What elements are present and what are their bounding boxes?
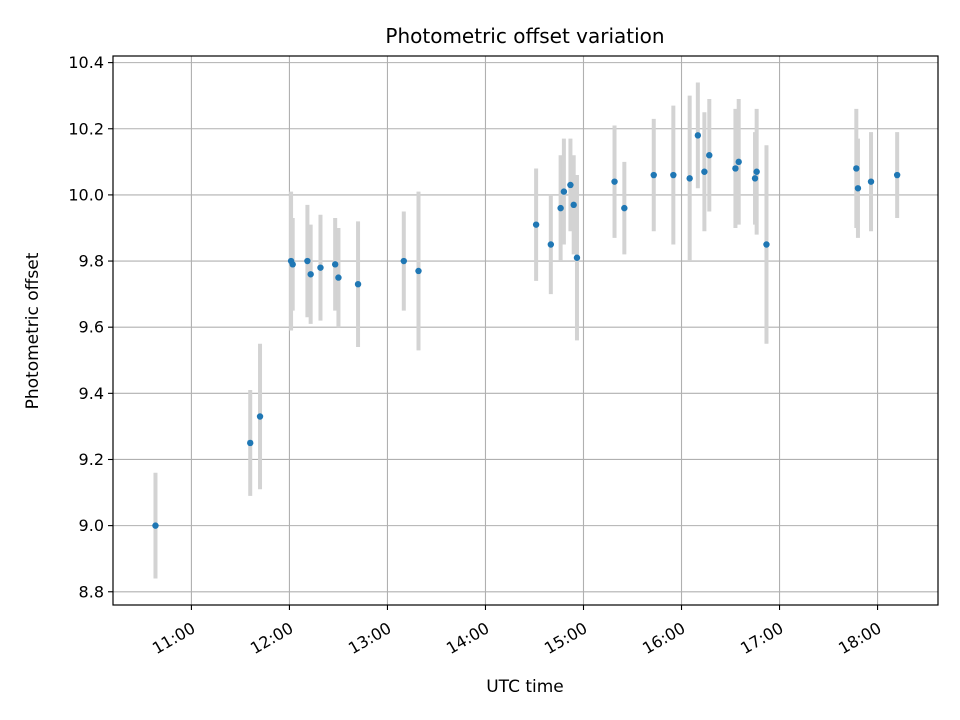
data-point xyxy=(532,221,540,228)
y-axis-ticks: 8.8 9.0 9.2 9.4 9.6 9.8 10.0 10.2 10.4 xyxy=(68,53,113,601)
y-tick-label: 10.0 xyxy=(68,185,104,204)
y-tick-label: 9.6 xyxy=(79,318,104,337)
y-tick-label: 9.2 xyxy=(79,450,104,469)
data-point xyxy=(289,261,296,268)
data-point xyxy=(650,171,657,179)
chart-title: Photometric offset variation xyxy=(385,24,664,48)
y-tick-label: 10.4 xyxy=(68,53,104,72)
y-tick-label: 9.0 xyxy=(79,516,104,535)
data-point xyxy=(853,165,860,172)
data-point xyxy=(751,175,759,182)
data-point xyxy=(547,241,555,248)
data-point xyxy=(763,241,770,248)
data-point xyxy=(331,261,339,268)
data-point xyxy=(247,439,254,447)
data-point xyxy=(867,178,875,185)
data-point xyxy=(415,267,422,275)
data-point xyxy=(753,168,760,175)
data-point xyxy=(611,178,618,185)
data-point xyxy=(621,204,628,212)
data-point xyxy=(732,165,739,172)
data-point xyxy=(854,185,862,192)
data-point xyxy=(256,413,264,420)
data-point xyxy=(354,280,362,288)
data-point xyxy=(893,171,901,179)
data-point xyxy=(557,204,564,212)
data-point xyxy=(570,201,577,209)
data-point xyxy=(701,168,708,175)
x-axis-title: UTC time xyxy=(486,677,564,697)
y-tick-label: 10.2 xyxy=(68,119,104,138)
data-point xyxy=(694,132,702,139)
data-point xyxy=(686,175,693,182)
data-point xyxy=(400,257,407,265)
plot-frame xyxy=(112,55,939,606)
y-axis-title: Photometric offset xyxy=(23,252,43,409)
data-point xyxy=(560,188,568,195)
data-point xyxy=(304,257,311,265)
data-point xyxy=(152,522,159,529)
data-point xyxy=(706,152,713,159)
data-point xyxy=(573,254,581,261)
data-point xyxy=(335,274,342,281)
data-point xyxy=(735,158,742,166)
y-tick-label: 9.4 xyxy=(79,384,104,403)
data-points xyxy=(152,132,901,529)
data-point xyxy=(307,271,314,278)
y-tick-label: 9.8 xyxy=(79,252,104,271)
y-tick-label: 8.8 xyxy=(79,582,104,601)
data-point xyxy=(670,171,677,179)
data-point xyxy=(567,181,574,189)
data-point xyxy=(317,264,324,271)
